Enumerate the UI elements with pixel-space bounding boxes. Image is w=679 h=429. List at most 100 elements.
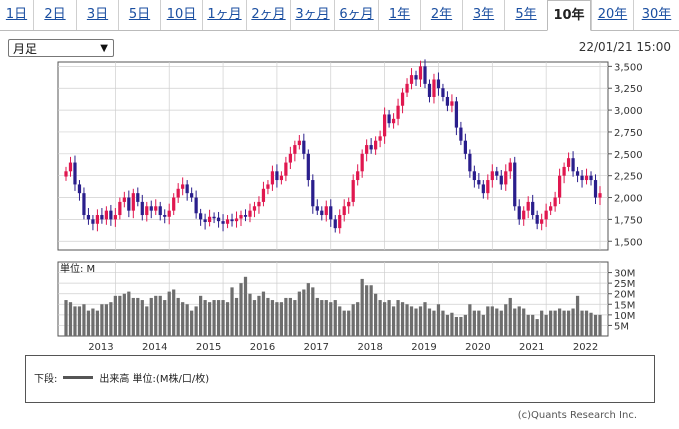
candle-body — [468, 153, 472, 172]
volume-bar — [481, 314, 485, 336]
volume-bar — [589, 312, 593, 336]
volume-bar — [338, 306, 342, 336]
volume-grid: 単位: M — [57, 261, 609, 337]
period-select[interactable]: 月足 ▼ — [8, 39, 114, 57]
candle-body — [149, 206, 153, 211]
volume-bar — [275, 302, 279, 336]
tab-1年[interactable]: 1年 — [378, 0, 420, 30]
volume-bar — [557, 308, 562, 336]
tab-5日[interactable]: 5日 — [118, 0, 160, 30]
candle-body — [531, 201, 535, 216]
volume-bar — [91, 308, 95, 336]
candle-body — [266, 184, 270, 189]
volume-bar — [86, 310, 91, 336]
candle-body — [154, 206, 158, 211]
volume-tick-label: 10M — [614, 311, 635, 322]
volume-bar — [468, 304, 472, 336]
tab-6ヶ月[interactable]: 6ヶ月 — [334, 0, 378, 30]
candle-body — [347, 201, 351, 207]
volume-bar — [104, 304, 109, 336]
volume-bar — [181, 302, 185, 336]
candle-body — [324, 206, 328, 216]
candle-body — [239, 215, 243, 219]
tab-2ヶ月[interactable]: 2ヶ月 — [246, 0, 290, 30]
candle-body — [508, 162, 512, 172]
candle-body — [194, 197, 198, 214]
volume-bar — [315, 297, 319, 336]
volume-tick-label: 15M — [614, 300, 635, 311]
candle-body — [575, 171, 580, 176]
volume-bar — [540, 310, 544, 336]
price-candles — [64, 59, 602, 234]
volume-bar — [553, 310, 557, 336]
candle-body — [580, 175, 584, 181]
volume-bar — [243, 276, 248, 336]
volume-bar — [293, 300, 297, 336]
tab-1ヶ月[interactable]: 1ヶ月 — [202, 0, 246, 30]
candle-body — [495, 171, 499, 176]
volume-bar — [432, 310, 436, 336]
candle-body — [445, 96, 450, 106]
candle-body — [387, 114, 391, 124]
candle-body — [284, 162, 288, 176]
volume-bar — [158, 295, 162, 336]
volume-bar — [409, 306, 414, 336]
candle-body — [181, 184, 185, 189]
tab-10年[interactable]: 10年 — [547, 0, 591, 31]
candle-body — [140, 201, 144, 216]
tab-1日[interactable]: 1日 — [5, 7, 28, 22]
candle-body — [584, 175, 589, 181]
candle-body — [360, 153, 364, 172]
candle-body — [86, 215, 91, 220]
price-grid — [57, 61, 609, 251]
volume-bar — [580, 310, 584, 336]
tab-3年[interactable]: 3年 — [462, 0, 504, 30]
candle-body — [77, 184, 82, 194]
tab-5年[interactable]: 5年 — [504, 0, 547, 30]
tab-2日[interactable]: 2日 — [33, 0, 76, 30]
candle-body — [351, 180, 355, 202]
volume-bar — [190, 310, 194, 336]
volume-bar — [535, 319, 539, 336]
candle-body — [68, 162, 73, 172]
volume-bar — [396, 300, 400, 336]
price-tick-label: 3,000 — [614, 106, 643, 117]
candle-body — [490, 171, 494, 181]
tab-20年[interactable]: 20年 — [591, 0, 633, 30]
volume-bar — [320, 300, 324, 336]
volume-bar — [127, 291, 131, 336]
candle-body — [396, 105, 400, 119]
candle-body — [176, 188, 180, 198]
volume-bar — [140, 300, 144, 336]
candle-body — [391, 118, 396, 124]
volume-bar — [499, 310, 503, 336]
volume-bar — [513, 308, 517, 336]
candle-body — [190, 193, 194, 198]
candle-body — [329, 206, 333, 220]
tab-3ヶ月[interactable]: 3ヶ月 — [290, 0, 334, 30]
candle-body — [243, 215, 248, 217]
legend-box: 下段: 出来高 単位:(M株/口/枚) — [25, 355, 655, 403]
volume-bar — [149, 297, 153, 336]
tab-30年[interactable]: 30年 — [633, 0, 679, 30]
candle-body — [589, 175, 593, 181]
volume-bar — [302, 289, 306, 336]
candle-body — [544, 210, 548, 220]
tab-2年[interactable]: 2年 — [420, 0, 462, 30]
volume-bar — [405, 304, 409, 336]
volume-bar — [212, 300, 216, 336]
candle-body — [145, 206, 149, 216]
volume-bar — [234, 297, 239, 336]
candle-body — [203, 219, 207, 223]
volume-bar — [522, 308, 526, 336]
volume-bar — [387, 300, 391, 336]
candle-body — [517, 206, 521, 220]
volume-bar — [382, 302, 387, 336]
volume-bar — [400, 302, 405, 336]
tab-10日[interactable]: 10日 — [160, 0, 202, 30]
candle-body — [409, 75, 414, 84]
tab-3日[interactable]: 3日 — [76, 0, 118, 30]
candle-body — [477, 180, 481, 185]
x-tick-label: 2020 — [465, 342, 490, 352]
